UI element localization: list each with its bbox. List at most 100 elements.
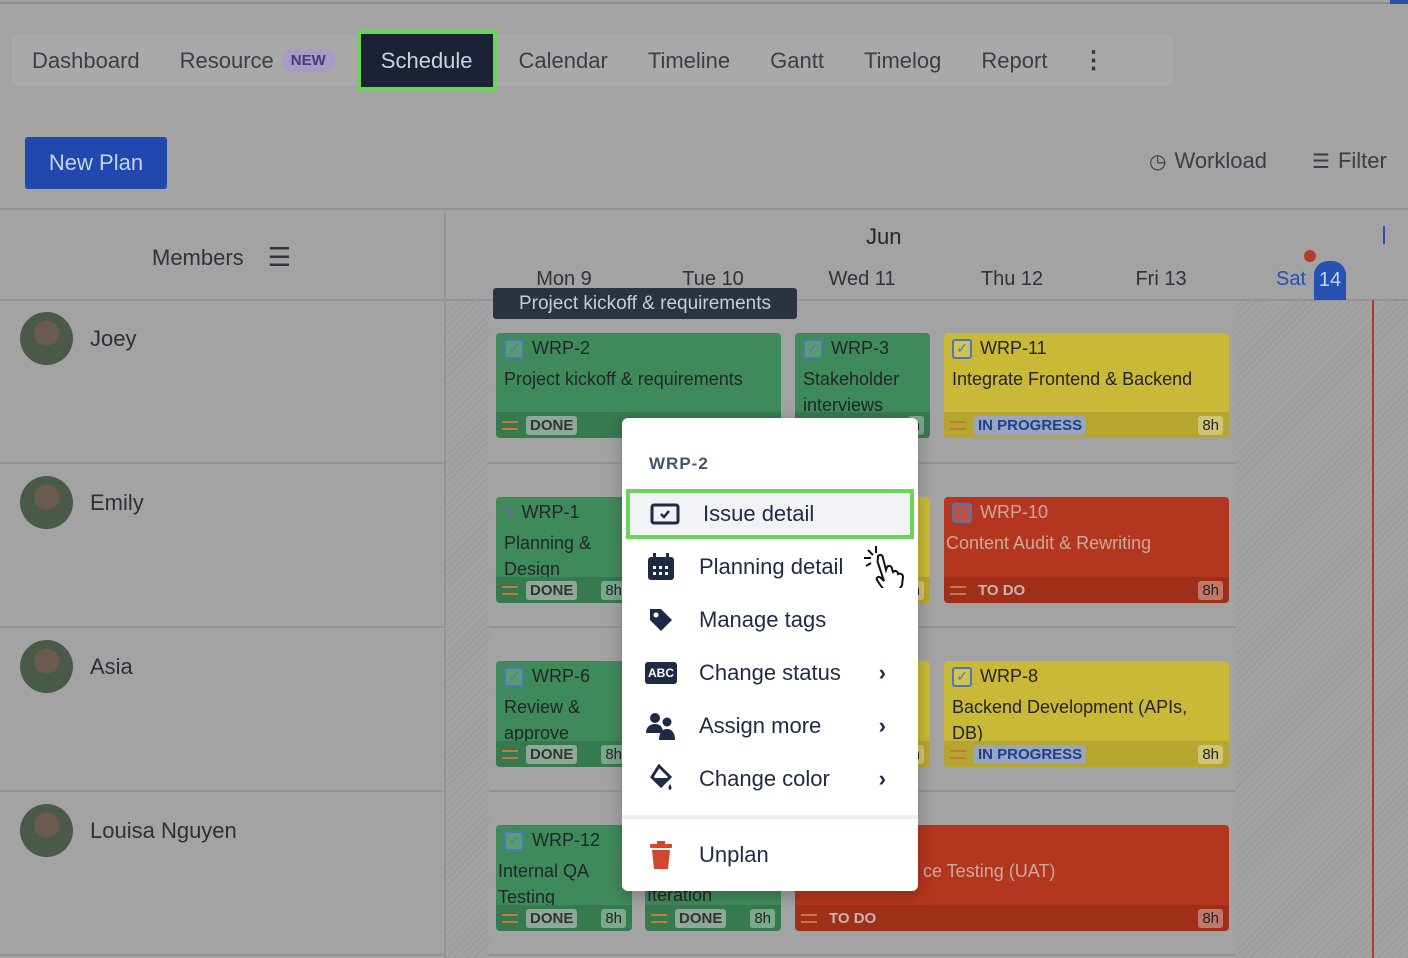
menu-item-label: Planning detail [699,554,844,579]
task-status: IN PROGRESS [974,415,1087,435]
day-header: Wed 11 [828,268,896,290]
day-header: Tue 10 [682,268,744,290]
task-check-icon: ✓ [952,502,972,523]
menu-item-manage-tags[interactable]: Manage tags [626,595,914,645]
workload-button[interactable]: ◷ Workload [1149,148,1267,174]
scroll-marker [1383,226,1385,244]
day-header: Mon 9 [536,268,592,290]
tab-gantt[interactable]: Gantt [770,47,824,73]
menu-item-label: Unplan [699,842,769,867]
task-card[interactable]: ✓ WRP-10 Content Audit & Rewriting TO DO 8… [944,497,1229,603]
sort-filter-icon[interactable]: ☰ [267,242,291,272]
member-name: Joey [90,326,137,351]
task-title: Review & approve [504,697,581,743]
filter-label: Filter [1337,148,1387,173]
issue-detail-icon [648,502,682,526]
task-status: TO DO [978,581,1026,599]
task-hours: 8h [1198,744,1223,764]
tab-label: Resource [179,47,274,73]
menu-item-assign-more[interactable]: Assign more › [626,701,914,751]
new-badge: NEW [281,49,335,72]
divider [0,208,1408,210]
priority-icon [502,749,518,759]
priority-icon [950,749,966,759]
card-tooltip: Project kickoff & requirements [493,288,797,319]
task-title: Internal QA Testing [498,861,589,907]
task-title: Project kickoff & requirements [504,369,743,389]
priority-icon [950,420,966,430]
trash-icon [644,840,678,870]
menu-header: WRP-2 [649,454,709,473]
avatar [20,804,73,857]
task-key: WRP-6 [532,666,590,686]
clock-icon: ◷ [1149,150,1167,173]
divider [0,954,1408,956]
task-status: TO DO [829,909,877,927]
top-border [0,0,1408,4]
task-key: WRP-3 [831,338,889,358]
chevron-right-icon: › [878,766,886,791]
day-header: Fri 13 [1135,268,1187,290]
task-title: Integrate Frontend & Backend [952,369,1193,389]
task-check-icon: ✓ [952,338,972,359]
today-dot [1304,250,1316,262]
tab-schedule[interactable]: Schedule [356,30,497,91]
task-check-icon: ✓ [504,666,524,687]
member-name: Asia [90,654,133,679]
more-vertical-icon[interactable]: ⋮ [1081,47,1106,74]
task-hours: 8h [1198,415,1223,435]
task-card[interactable]: ✓ WRP-6 Review & approve DONE 8h [496,661,632,767]
task-card[interactable]: ✓ WRP-8 Backend Development (APIs, DB) IN… [944,661,1229,767]
chevron-right-icon: › [878,660,886,685]
weekend-area [1236,301,1408,958]
members-label: Members [152,244,244,270]
task-card[interactable]: ϟ WRP-1 Planning & Design DONE 8h [496,497,632,603]
task-key: WRP-8 [980,666,1038,686]
tab-timeline[interactable]: Timeline [647,47,731,73]
menu-item-change-status[interactable]: ABC Change status › [626,648,914,698]
priority-icon [502,420,518,430]
menu-item-unplan[interactable]: Unplan [626,830,914,880]
menu-item-label: Assign more [699,713,822,738]
menu-item-planning-detail[interactable]: Planning detail [626,542,914,592]
context-menu: WRP-2 Issue detail Planning detail Manag… [622,418,918,891]
task-status: DONE [526,908,578,928]
tab-dashboard[interactable]: Dashboard [32,47,140,73]
task-card[interactable]: ✓ WRP-12 Internal QA Testing DONE 8h [496,825,632,931]
new-plan-button[interactable]: New Plan [25,137,167,189]
task-hours: 8h [601,580,626,600]
task-key: WRP-12 [532,830,601,850]
task-card[interactable]: ✓ WRP-11 Integrate Frontend & Backend IN … [944,333,1229,438]
filter-button[interactable]: ☰ Filter [1312,148,1387,174]
menu-item-change-color[interactable]: Change color › [626,754,914,804]
day-header-today: Sat [1275,268,1307,290]
priority-icon [801,913,817,923]
non-working-area [446,301,489,958]
tab-resource[interactable]: Resource NEW [160,35,355,86]
task-key: WRP-2 [532,338,590,358]
paint-bucket-icon [644,764,678,794]
task-check-icon: ✓ [803,338,823,359]
task-title: ce Testing (UAT) [923,861,1056,881]
month-label: Jun [866,224,902,249]
avatar [20,640,73,693]
task-check-icon: ✓ [952,666,972,687]
task-status: DONE [526,580,578,600]
users-icon [644,711,678,741]
task-check-icon: ✓ [504,338,524,359]
member-name: Louisa Nguyen [90,818,237,843]
chevron-right-icon: › [878,713,886,738]
menu-item-issue-detail[interactable]: Issue detail [626,489,914,539]
abc-status-icon: ABC [644,662,678,684]
task-title: Content Audit & Rewriting [946,533,1152,553]
tab-report[interactable]: Report [981,47,1048,73]
task-key: WRP-11 [980,338,1047,358]
filter-icon: ☰ [1312,150,1330,173]
calendar-icon [644,552,678,582]
tab-calendar[interactable]: Calendar [518,47,608,73]
view-tabs: Dashboard Resource NEW Schedule Calendar … [12,30,1173,91]
tab-timelog[interactable]: Timelog [863,47,942,73]
day-header: Thu 12 [980,268,1044,290]
task-hours: 8h [601,908,626,928]
task-status: DONE [675,908,727,928]
